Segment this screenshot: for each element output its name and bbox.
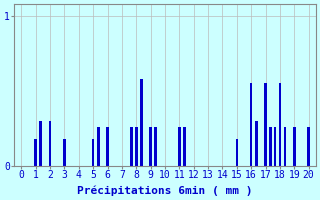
Bar — [250, 83, 252, 166]
Bar — [97, 127, 100, 166]
Bar — [149, 127, 152, 166]
Bar — [154, 127, 157, 166]
Bar — [284, 127, 286, 166]
Bar — [183, 127, 186, 166]
Bar — [279, 83, 281, 166]
Bar — [269, 127, 272, 166]
Bar — [49, 121, 52, 166]
X-axis label: Précipitations 6min ( mm ): Précipitations 6min ( mm ) — [77, 185, 253, 196]
Bar — [236, 139, 238, 166]
Bar — [92, 139, 94, 166]
Bar — [63, 139, 66, 166]
Bar — [264, 83, 267, 166]
Bar — [293, 127, 296, 166]
Bar — [39, 121, 42, 166]
Bar — [255, 121, 258, 166]
Bar — [35, 139, 37, 166]
Bar — [135, 127, 138, 166]
Bar — [106, 127, 109, 166]
Bar — [307, 127, 310, 166]
Bar — [130, 127, 132, 166]
Bar — [140, 79, 143, 166]
Bar — [274, 127, 276, 166]
Bar — [178, 127, 181, 166]
